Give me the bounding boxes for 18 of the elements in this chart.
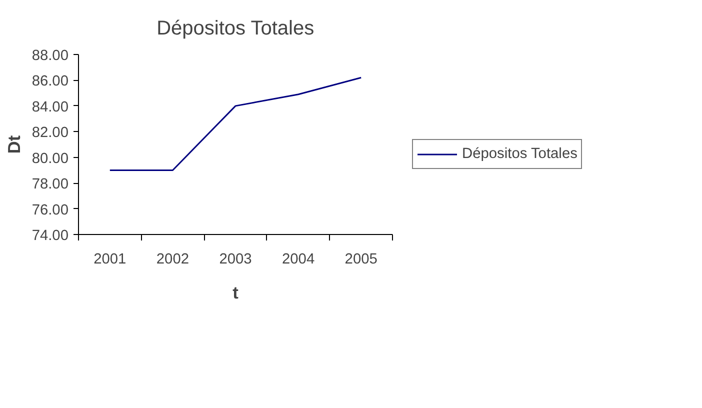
x-tick-label: 2004: [282, 252, 315, 268]
y-tick-label: 82.00: [32, 125, 69, 142]
y-tick-label: 74.00: [32, 228, 69, 244]
x-tick-label: 2001: [94, 252, 126, 268]
legend-label: Dépositos Totales: [462, 146, 578, 162]
x-tick-label: 2003: [219, 252, 252, 268]
y-tick-label: 80.00: [32, 150, 69, 167]
x-tick-label: 2002: [156, 252, 190, 268]
y-tick-label: 84.00: [32, 99, 69, 116]
line-series: [109, 76, 362, 171]
x-axis-title: t: [232, 282, 239, 302]
y-axis-title: Dt: [4, 135, 24, 154]
y-tick-label: 78.00: [32, 176, 69, 193]
y-tick-label: 88.00: [32, 48, 69, 64]
y-tick-label: 76.00: [32, 202, 69, 218]
chart-title: Dépositos Totales: [156, 18, 314, 40]
y-tick-label: 86.00: [32, 74, 69, 90]
x-tick-label: 2005: [344, 252, 378, 268]
